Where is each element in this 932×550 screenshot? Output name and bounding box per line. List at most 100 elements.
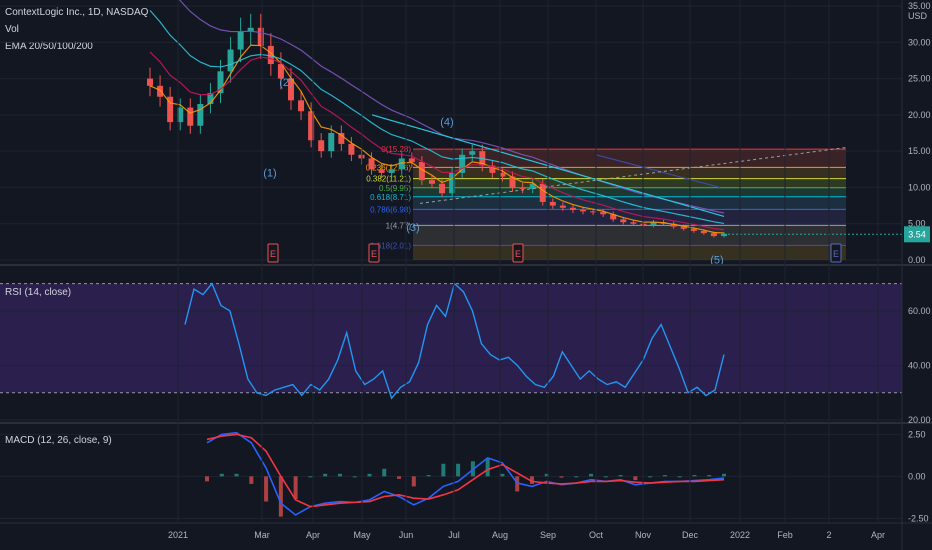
macd-histogram-bar	[367, 473, 372, 477]
rsi-band	[0, 283, 902, 393]
rsi-title: RSI (14, close)	[5, 287, 71, 298]
candle-body	[700, 230, 707, 234]
macd-histogram-bar	[662, 475, 667, 477]
macd-histogram-bar	[722, 473, 726, 477]
macd-histogram-bar	[574, 476, 579, 478]
earnings-marker	[512, 243, 524, 263]
candle-body	[398, 158, 405, 170]
candle-body	[620, 219, 627, 223]
currency-label: USD	[908, 11, 928, 21]
earnings-marker	[830, 243, 842, 263]
macd-histogram-bar	[529, 476, 534, 484]
ema-line	[149, 44, 725, 234]
candle-body	[227, 49, 234, 72]
time-tick-label: Nov	[635, 530, 652, 540]
candle-body	[590, 211, 597, 213]
fib-level-label: 1.618(2.01)	[370, 241, 411, 250]
macd-histogram-bar	[426, 475, 431, 477]
macd-histogram-bar	[648, 476, 653, 478]
macd-histogram-bar	[559, 476, 564, 478]
candle-body	[217, 71, 224, 94]
price-tick-label: 35.00	[908, 1, 931, 11]
candle-body	[267, 45, 274, 65]
macd-histogram-bar	[456, 463, 461, 477]
macd-histogram-bar	[515, 476, 520, 492]
candle-body	[569, 207, 576, 210]
wave-label: (2)	[279, 77, 292, 89]
candle-body	[549, 201, 556, 206]
fib-level-label: 0.786(6.98)	[370, 205, 411, 214]
macd-histogram-bar	[219, 473, 224, 477]
macd-histogram-bar	[337, 473, 342, 477]
earnings-label: E	[270, 249, 276, 259]
macd-histogram-bar	[397, 476, 402, 479]
candle-body	[489, 165, 496, 173]
fib-zone	[413, 178, 846, 188]
macd-histogram-bar	[411, 476, 416, 487]
trendline	[595, 154, 721, 189]
ema-line	[149, 9, 725, 225]
price-tick-label: 5.00	[908, 219, 926, 229]
ema-line	[178, 0, 725, 214]
fib-level-label: 0.236(12.76)	[366, 163, 412, 172]
candle-body	[449, 172, 456, 194]
fib-level-label: 0.5(9.95)	[379, 184, 411, 193]
candle-body	[499, 172, 506, 177]
time-tick-label: 2021	[168, 530, 188, 540]
fib-zone	[413, 225, 846, 246]
fib-level-label: 0.618(8.71)	[370, 193, 411, 202]
macd-tick-label: -2.50	[908, 513, 929, 523]
candle-body	[459, 154, 466, 173]
macd-histogram-bar	[633, 476, 638, 481]
candle-body	[630, 222, 637, 224]
candle-body	[358, 154, 365, 159]
macd-histogram-bar	[707, 475, 712, 477]
macd-histogram-bar	[249, 476, 254, 484]
macd-tick-label: 0.00	[908, 471, 926, 481]
time-tick-label: Aug	[492, 530, 508, 540]
symbol-title: ContextLogic Inc., 1D, NASDAQ	[5, 7, 149, 18]
candle-body	[710, 233, 717, 237]
price-tick-label: 15.00	[908, 146, 931, 156]
ema-line	[149, 51, 725, 231]
candle-body	[408, 158, 415, 163]
candle-body	[318, 140, 325, 152]
earnings-label: E	[515, 249, 521, 259]
time-tick-label: 2	[826, 530, 831, 540]
wave-label: (1)	[263, 168, 276, 180]
candle-body	[298, 100, 305, 112]
last-price-tag	[904, 226, 930, 243]
candle-body	[600, 212, 607, 215]
vol-label: Vol	[5, 24, 19, 35]
time-tick-label: Dec	[682, 530, 699, 540]
candle-body	[348, 143, 355, 155]
rsi-tick-label: 40.00	[908, 360, 931, 370]
rsi-tick-label: 60.00	[908, 306, 931, 316]
candle-body	[197, 103, 204, 126]
time-tick-label: Apr	[871, 530, 885, 540]
rsi-tick-label: 20.00	[908, 415, 931, 425]
macd-histogram-bar	[293, 476, 298, 500]
candle-body	[650, 222, 657, 226]
candle-body	[368, 158, 375, 170]
earnings-label: E	[371, 249, 377, 259]
macd-histogram-bar	[234, 473, 239, 477]
wave-label: (3)	[406, 222, 419, 234]
time-tick-label: Mar	[254, 530, 270, 540]
candle-body	[439, 183, 446, 194]
time-tick-label: May	[353, 530, 371, 540]
candle-body	[247, 27, 254, 32]
candle-body	[519, 187, 526, 189]
time-tick-label: Jun	[399, 530, 414, 540]
fib-zone	[413, 209, 846, 226]
candle-body	[167, 96, 174, 123]
macd-histogram-bar	[323, 473, 328, 477]
candle-body	[338, 133, 345, 144]
ema-label: EMA 20/50/100/200	[5, 41, 93, 52]
candle-body	[378, 169, 385, 173]
macd-histogram-bar	[441, 463, 446, 477]
macd-histogram-bar	[308, 476, 313, 478]
candle-body	[428, 180, 435, 184]
